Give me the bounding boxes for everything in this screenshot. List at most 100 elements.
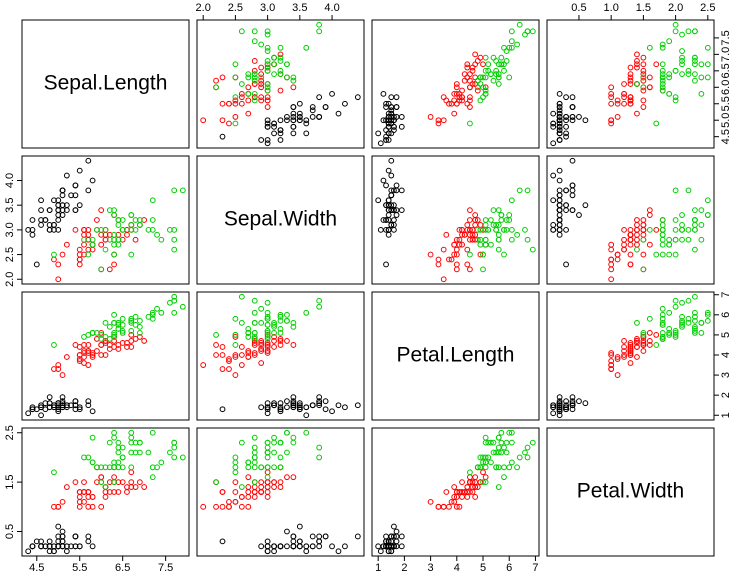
point	[646, 315, 653, 322]
point	[634, 64, 640, 71]
point	[550, 402, 557, 409]
point	[102, 464, 109, 471]
point	[290, 110, 297, 117]
point	[556, 100, 563, 107]
point	[226, 356, 232, 362]
point	[666, 90, 673, 97]
point	[666, 241, 673, 248]
y-tick-label: 5.5	[720, 96, 732, 111]
point	[309, 107, 316, 114]
point	[398, 543, 405, 550]
point	[251, 77, 258, 84]
point	[232, 459, 239, 466]
point	[238, 484, 245, 490]
point	[303, 117, 310, 124]
point	[659, 217, 666, 223]
point	[29, 226, 36, 233]
point	[614, 114, 621, 120]
point	[385, 130, 392, 137]
point	[251, 297, 258, 304]
point	[81, 498, 87, 505]
point	[238, 90, 245, 97]
point	[213, 342, 219, 348]
point	[232, 454, 239, 461]
point	[608, 266, 615, 273]
point	[627, 81, 634, 87]
point	[238, 494, 245, 500]
point	[264, 489, 271, 495]
point	[119, 329, 126, 336]
point	[89, 434, 96, 441]
point	[464, 261, 471, 268]
point	[487, 217, 494, 223]
point	[550, 140, 557, 147]
point	[296, 117, 303, 124]
point	[111, 311, 117, 318]
point	[480, 479, 486, 486]
point	[232, 94, 239, 101]
point	[692, 323, 698, 330]
point	[576, 212, 582, 218]
point	[171, 236, 178, 243]
variable-label: Sepal.Width	[224, 208, 337, 231]
point	[653, 120, 660, 127]
point	[627, 71, 634, 78]
point	[38, 404, 44, 411]
point	[451, 241, 458, 248]
point	[111, 251, 117, 258]
point	[508, 429, 515, 436]
point	[385, 543, 392, 550]
point	[685, 226, 692, 233]
point	[238, 94, 245, 101]
point	[508, 197, 515, 204]
point	[456, 236, 463, 243]
point	[467, 474, 473, 481]
point	[136, 449, 143, 456]
point	[98, 464, 105, 471]
point	[115, 479, 122, 486]
point	[46, 226, 53, 233]
point	[111, 479, 117, 486]
point	[482, 67, 489, 74]
point	[485, 67, 492, 74]
x-tick-label: 6	[506, 562, 512, 572]
point	[508, 28, 515, 35]
point	[556, 117, 563, 124]
point	[608, 352, 615, 358]
point	[89, 241, 96, 248]
point	[653, 332, 660, 338]
point	[271, 344, 277, 350]
point	[646, 241, 653, 248]
point	[264, 350, 271, 356]
point	[72, 226, 79, 233]
point	[63, 354, 70, 360]
point	[659, 315, 666, 322]
point	[474, 464, 481, 471]
point	[467, 84, 473, 91]
point	[290, 439, 297, 446]
point	[666, 71, 673, 78]
point	[451, 110, 458, 117]
point	[72, 479, 79, 486]
point	[38, 197, 44, 204]
point	[38, 222, 44, 228]
point	[672, 67, 679, 74]
point	[398, 123, 405, 130]
point	[627, 94, 634, 101]
point	[154, 305, 160, 312]
point	[506, 429, 513, 436]
point	[495, 71, 502, 78]
point	[556, 222, 563, 228]
point	[213, 503, 219, 510]
point	[264, 344, 271, 350]
point	[232, 120, 239, 127]
point	[258, 338, 265, 344]
point	[692, 317, 698, 324]
panel-frame	[196, 155, 365, 285]
point	[482, 74, 489, 81]
point	[38, 412, 44, 419]
point	[627, 100, 634, 107]
point	[251, 334, 258, 340]
point	[375, 130, 382, 137]
point	[51, 197, 57, 204]
